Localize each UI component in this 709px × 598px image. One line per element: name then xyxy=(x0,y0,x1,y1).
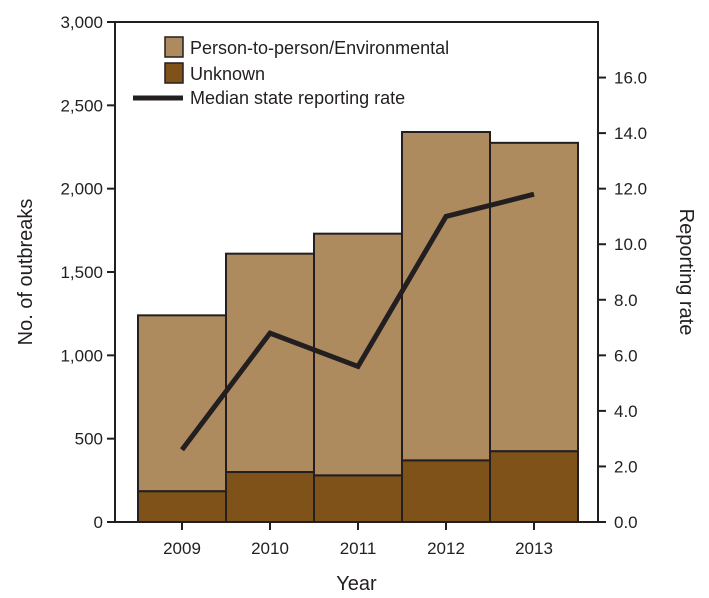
left-axis-ticks: 0 500 1,000 1,500 2,000 2,500 3,000 xyxy=(60,13,115,532)
right-tick-label-6: 12.0 xyxy=(614,180,647,199)
left-tick-label-0: 0 xyxy=(94,513,103,532)
legend-swatch-person-to-person xyxy=(164,36,184,58)
x-axis-title: Year xyxy=(336,573,377,595)
right-axis-title: Reporting rate xyxy=(675,209,697,336)
bar-person-to-person-environmental-2009 xyxy=(137,314,227,493)
left-tick-label-3: 1,500 xyxy=(60,263,103,282)
bar-unknown-2012 xyxy=(401,459,491,524)
bar-unknown-2009 xyxy=(137,490,227,523)
x-tick-label-2010: 2010 xyxy=(251,539,289,558)
right-tick-label-0: 0.0 xyxy=(614,513,638,532)
x-axis-ticks: 2009 2010 2011 2012 2013 xyxy=(163,522,553,558)
left-axis-title: No. of outbreaks xyxy=(15,199,37,346)
right-tick-label-1: 2.0 xyxy=(614,457,638,476)
right-tick-label-3: 6.0 xyxy=(614,346,638,365)
left-tick-label-5: 2,500 xyxy=(60,96,103,115)
x-tick-label-2011: 2011 xyxy=(340,539,377,558)
right-tick-label-2: 4.0 xyxy=(614,402,638,421)
right-tick-label-7: 14.0 xyxy=(614,124,647,143)
bar-unknown-2010 xyxy=(225,471,315,523)
right-tick-label-4: 8.0 xyxy=(614,291,638,310)
x-tick-label-2012: 2012 xyxy=(427,539,465,558)
legend-label-person-to-person: Person-to-person/Environmental xyxy=(190,38,449,58)
x-tick-label-2009: 2009 xyxy=(163,539,201,558)
legend-label-median-rate: Median state reporting rate xyxy=(190,88,405,108)
bar-unknown-2013 xyxy=(489,450,579,523)
bar-person-to-person-environmental-2012 xyxy=(401,131,491,462)
legend-swatch-unknown xyxy=(164,62,184,84)
x-tick-label-2013: 2013 xyxy=(515,539,553,558)
left-tick-label-1: 500 xyxy=(75,430,103,449)
bar-unknown-2011 xyxy=(313,474,403,524)
right-tick-label-8: 16.0 xyxy=(614,69,647,88)
right-axis-ticks: 0.0 2.0 4.0 6.0 8.0 10.0 12.0 14.0 16.0 xyxy=(598,69,647,532)
bars-layer xyxy=(137,131,579,524)
legend: Person-to-person/Environmental Unknown M… xyxy=(133,36,449,108)
bar-person-to-person-environmental-2010 xyxy=(225,252,315,473)
right-tick-label-5: 10.0 xyxy=(614,235,647,254)
bar-person-to-person-environmental-2013 xyxy=(489,141,579,453)
left-tick-label-6: 3,000 xyxy=(60,13,103,32)
left-tick-label-4: 2,000 xyxy=(60,180,103,199)
rate-line-layer xyxy=(180,191,535,452)
legend-label-unknown: Unknown xyxy=(190,64,265,84)
left-tick-label-2: 1,000 xyxy=(60,346,103,365)
